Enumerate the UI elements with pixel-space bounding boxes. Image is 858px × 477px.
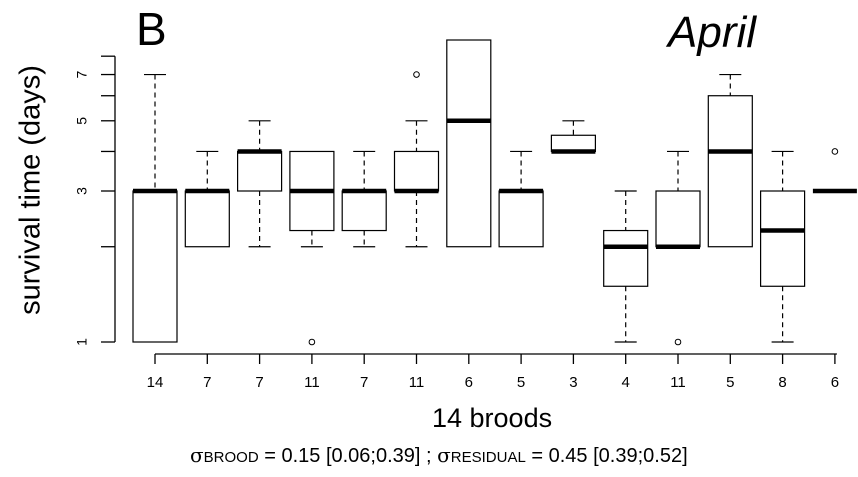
x-tick-label: 8	[778, 374, 786, 391]
sigma-residual-symbol: σ	[437, 443, 451, 467]
box-2	[184, 150, 230, 248]
boxes	[132, 39, 857, 346]
box-iqr	[655, 190, 701, 248]
box-13	[759, 150, 806, 343]
x-tick-label: 7	[255, 374, 263, 391]
box-14	[812, 148, 857, 194]
panel-label: B	[136, 3, 167, 55]
box-8	[498, 150, 544, 248]
box-iqr	[341, 190, 387, 232]
y-tick-label: 5	[74, 117, 90, 125]
box-iqr	[498, 190, 544, 248]
brood-subscript: BROOD	[203, 449, 259, 466]
outlier-point	[413, 71, 420, 78]
x-tick-label: 7	[360, 374, 368, 391]
x-axis-label: 14 broods	[432, 403, 553, 433]
box-12	[707, 73, 753, 248]
x-tick-label: 11	[409, 374, 425, 391]
variance-stats: σBROOD = 0.15 [0.06;0.39] ; σRESIDUAL = …	[190, 443, 688, 468]
box-iqr	[393, 150, 440, 192]
outlier-point	[831, 148, 839, 155]
box-iqr	[707, 95, 753, 248]
box-iqr	[759, 190, 806, 287]
box-11	[655, 150, 701, 346]
box-9	[550, 120, 597, 154]
month-label: April	[668, 8, 757, 57]
box-iqr	[550, 134, 597, 153]
x-tick-label: 5	[726, 374, 734, 391]
brood-estimate: = 0.15 [0.06;0.39] ;	[258, 445, 438, 467]
x-tick-label: 3	[569, 374, 577, 391]
box-10	[603, 190, 649, 343]
box-1	[132, 73, 178, 343]
y-tick-label: 1	[74, 338, 90, 346]
residual-estimate: = 0.45 [0.39;0.52]	[525, 445, 688, 467]
box-iqr	[132, 190, 178, 343]
x-tick-label: 6	[465, 374, 473, 391]
x-tick-label: 5	[517, 374, 525, 391]
box-4	[289, 150, 335, 346]
y-tick-label: 7	[74, 70, 90, 78]
outlier-point	[674, 338, 682, 346]
residual-subscript: RESIDUAL	[450, 449, 526, 466]
x-tick-label: 14	[147, 374, 164, 391]
box-6	[393, 71, 440, 248]
y-tick-label: 3	[74, 187, 90, 195]
sigma-brood-symbol: σ	[190, 443, 204, 467]
x-tick-label: 7	[203, 374, 211, 391]
x-axis: 14 7 7 11 7 11 6 5 3 4 11 5 8 6	[147, 353, 839, 391]
box-iqr	[237, 150, 283, 192]
box-iqr	[446, 39, 492, 248]
y-axis-label: survival time (days)	[14, 65, 47, 315]
box-iqr	[184, 190, 230, 248]
outlier-point	[308, 338, 316, 346]
x-tick-label: 11	[670, 374, 686, 391]
box-7	[446, 39, 492, 248]
x-tick-label: 6	[831, 374, 839, 391]
box-iqr	[603, 229, 649, 287]
x-tick-label: 4	[622, 374, 630, 391]
y-axis: 1 3 5 7	[74, 55, 116, 346]
box-5	[341, 150, 387, 248]
box-3	[237, 120, 283, 248]
x-tick-label: 11	[304, 374, 320, 391]
